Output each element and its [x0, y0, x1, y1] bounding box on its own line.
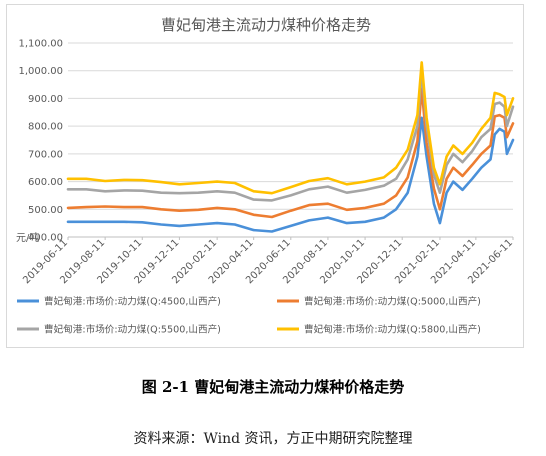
y-tick-label: 1,100.00 — [18, 39, 63, 50]
legend-label-1: 曹妃甸港:市场价:动力煤(Q:4500,山西产) — [44, 296, 221, 308]
chart-title: 曹妃甸港主流动力煤种价格走势 — [161, 16, 371, 34]
source-note: 资料来源：Wind 资讯，方正中期研究院整理 — [133, 431, 413, 447]
line-chart: 曹妃甸港主流动力煤种价格走势 400.00 500.00 600.00 700.00 80… — [16, 16, 515, 336]
y-axis-unit: 元/吨 — [16, 231, 39, 244]
y-tick-label: 500.00 — [28, 205, 63, 216]
chart-container: 曹妃甸港主流动力煤种价格走势 400.00 500.00 600.00 700.00 80… — [6, 4, 524, 348]
y-tick-label: 400.00 — [28, 233, 63, 244]
legend-label-3: 曹妃甸港:市场价:动力煤(Q:5500,山西产) — [44, 324, 221, 336]
y-tick-label: 800.00 — [28, 122, 63, 133]
series-line-4 — [66, 61, 515, 195]
y-tick-label: 900.00 — [28, 94, 63, 105]
y-tick-label: 1,000.00 — [18, 66, 63, 77]
legend-label-4: 曹妃甸港:市场价:动力煤(Q:5800,山西产) — [304, 324, 481, 336]
series-line-1 — [66, 116, 515, 233]
series-line-3 — [66, 69, 515, 202]
y-tick-label: 700.00 — [28, 149, 63, 160]
series-line-2 — [66, 87, 515, 219]
y-tick-label: 600.00 — [28, 177, 63, 188]
figure-caption: 图 2-1 曹妃甸港主流动力煤种价格走势 — [141, 378, 405, 396]
legend-label-2: 曹妃甸港:市场价:动力煤(Q:5000,山西产) — [304, 296, 481, 308]
